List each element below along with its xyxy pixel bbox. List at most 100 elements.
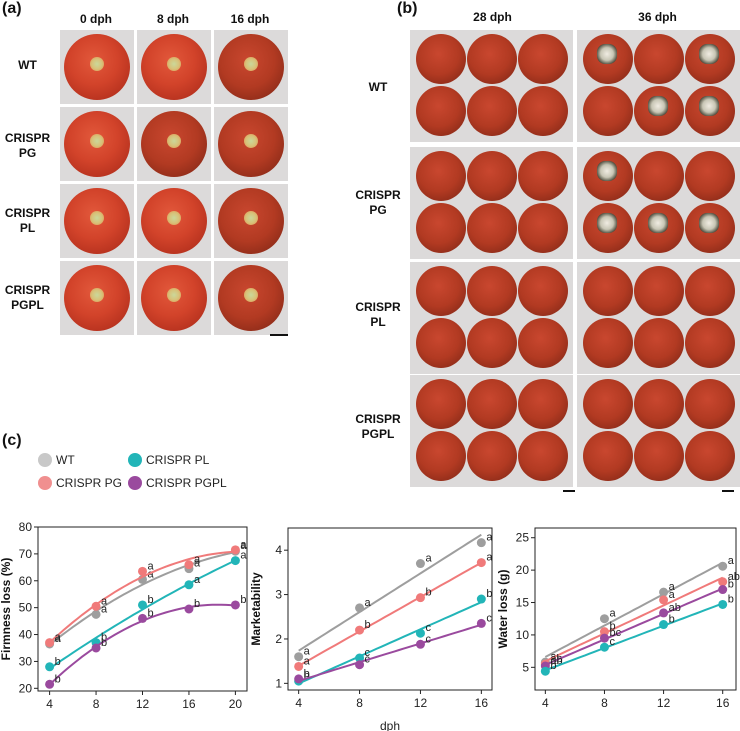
- panel-c-label: (c): [2, 432, 22, 449]
- tomato-photo: [137, 107, 211, 181]
- row-label-line2: PL: [19, 221, 36, 235]
- significance-letter: a: [148, 568, 155, 580]
- y-tick-label: 3: [275, 588, 282, 602]
- data-point: [659, 587, 669, 597]
- tomato: [518, 34, 568, 84]
- row-label-line1: CRISPR: [355, 188, 401, 202]
- tomato-photo: [137, 184, 211, 258]
- legend-item-wt: WT: [38, 453, 75, 467]
- data-point: [91, 609, 101, 619]
- panel-a-col-0: 0 dph: [80, 12, 112, 26]
- significance-letter: a: [486, 552, 493, 564]
- data-point: [476, 538, 486, 548]
- tomato: [518, 318, 568, 368]
- data-point: [718, 561, 728, 571]
- significance-letter: c: [609, 636, 615, 648]
- x-tick-label: 4: [46, 697, 53, 711]
- row-label-line2: PG: [369, 203, 387, 217]
- data-point: [476, 618, 486, 628]
- tomato: [467, 379, 517, 429]
- legend-dot: [128, 453, 142, 467]
- data-point: [718, 577, 728, 587]
- stem: [167, 134, 181, 148]
- data-point: [45, 638, 55, 648]
- tomato: [583, 266, 633, 316]
- significance-letter: b: [669, 614, 675, 626]
- data-point: [138, 566, 147, 576]
- tomato: [416, 34, 466, 84]
- panel-b-row-pl: CRISPR PL: [348, 300, 408, 330]
- data-point: [230, 556, 240, 566]
- data-point: [415, 628, 425, 638]
- significance-letter: b: [728, 579, 734, 591]
- data-point: [45, 679, 55, 689]
- x-tick-label: 4: [542, 696, 549, 710]
- data-point: [599, 642, 609, 652]
- plot-frame: [287, 527, 493, 691]
- legend-label: CRISPR PG: [56, 476, 123, 490]
- fit-line-crispr-pl: [544, 602, 724, 672]
- mold: [597, 44, 617, 64]
- tomato: [685, 431, 735, 481]
- data-point: [659, 620, 669, 630]
- data-point: [659, 595, 669, 605]
- data-point: [91, 601, 101, 611]
- fit-line-wt: [48, 551, 236, 646]
- y-axis-label: Firmness loss (%): [0, 558, 13, 661]
- significance-letter: b: [101, 632, 107, 644]
- significance-letter: b: [148, 594, 154, 606]
- tomato: [583, 318, 633, 368]
- data-point: [184, 580, 194, 590]
- x-tick-label: 16: [182, 697, 196, 711]
- significance-letter: a: [240, 550, 247, 562]
- x-tick-label: 12: [657, 696, 671, 710]
- row-label-line1: WT: [368, 80, 388, 94]
- significance-letter: ab: [728, 571, 740, 583]
- data-point: [718, 599, 728, 609]
- row-label-line1: WT: [18, 58, 37, 72]
- legend-item-pg: CRISPR PG: [38, 476, 122, 490]
- significance-letter: a: [194, 574, 201, 586]
- tomato: [416, 379, 466, 429]
- significance-letter: c: [425, 622, 431, 634]
- legend-dot: [38, 453, 52, 467]
- significance-letter: b: [486, 588, 492, 600]
- fit-line-crispr-pl: [298, 601, 482, 685]
- stem: [167, 288, 181, 302]
- tomato-group-photo: [410, 262, 573, 374]
- significance-letter: c: [365, 654, 371, 666]
- data-point: [294, 661, 304, 671]
- significance-letter: a: [365, 597, 372, 609]
- data-point: [415, 593, 425, 603]
- tomato: [467, 86, 517, 136]
- legend-item-pl: CRISPR PL: [128, 453, 209, 467]
- tomato: [634, 318, 684, 368]
- data-point: [415, 559, 425, 569]
- stem: [244, 211, 258, 225]
- plot-frame: [534, 527, 737, 691]
- tomato: [685, 379, 735, 429]
- significance-letter: c: [365, 647, 371, 659]
- significance-letter: ab: [669, 602, 681, 614]
- data-point: [476, 594, 486, 604]
- fit-line-crispr-pgpl: [298, 623, 482, 682]
- tomato: [583, 379, 633, 429]
- y-axis-label: Marketability: [250, 572, 263, 646]
- mold: [699, 44, 719, 64]
- significance-letter: b: [609, 621, 615, 633]
- significance-letter: a: [101, 595, 108, 607]
- significance-letter: bc: [609, 627, 621, 639]
- fit-line-wt: [544, 561, 724, 658]
- row-label-line1: CRISPR: [4, 206, 51, 220]
- tomato: [416, 318, 466, 368]
- mold: [699, 96, 719, 116]
- tomato: [634, 151, 684, 201]
- x-axis-label: dph: [380, 719, 400, 731]
- significance-letter: c: [425, 633, 431, 645]
- stem: [167, 211, 181, 225]
- x-tick-label: 8: [93, 697, 100, 711]
- tomato-photo: [214, 30, 288, 104]
- significance-letter: b: [304, 668, 310, 680]
- data-point: [599, 633, 609, 643]
